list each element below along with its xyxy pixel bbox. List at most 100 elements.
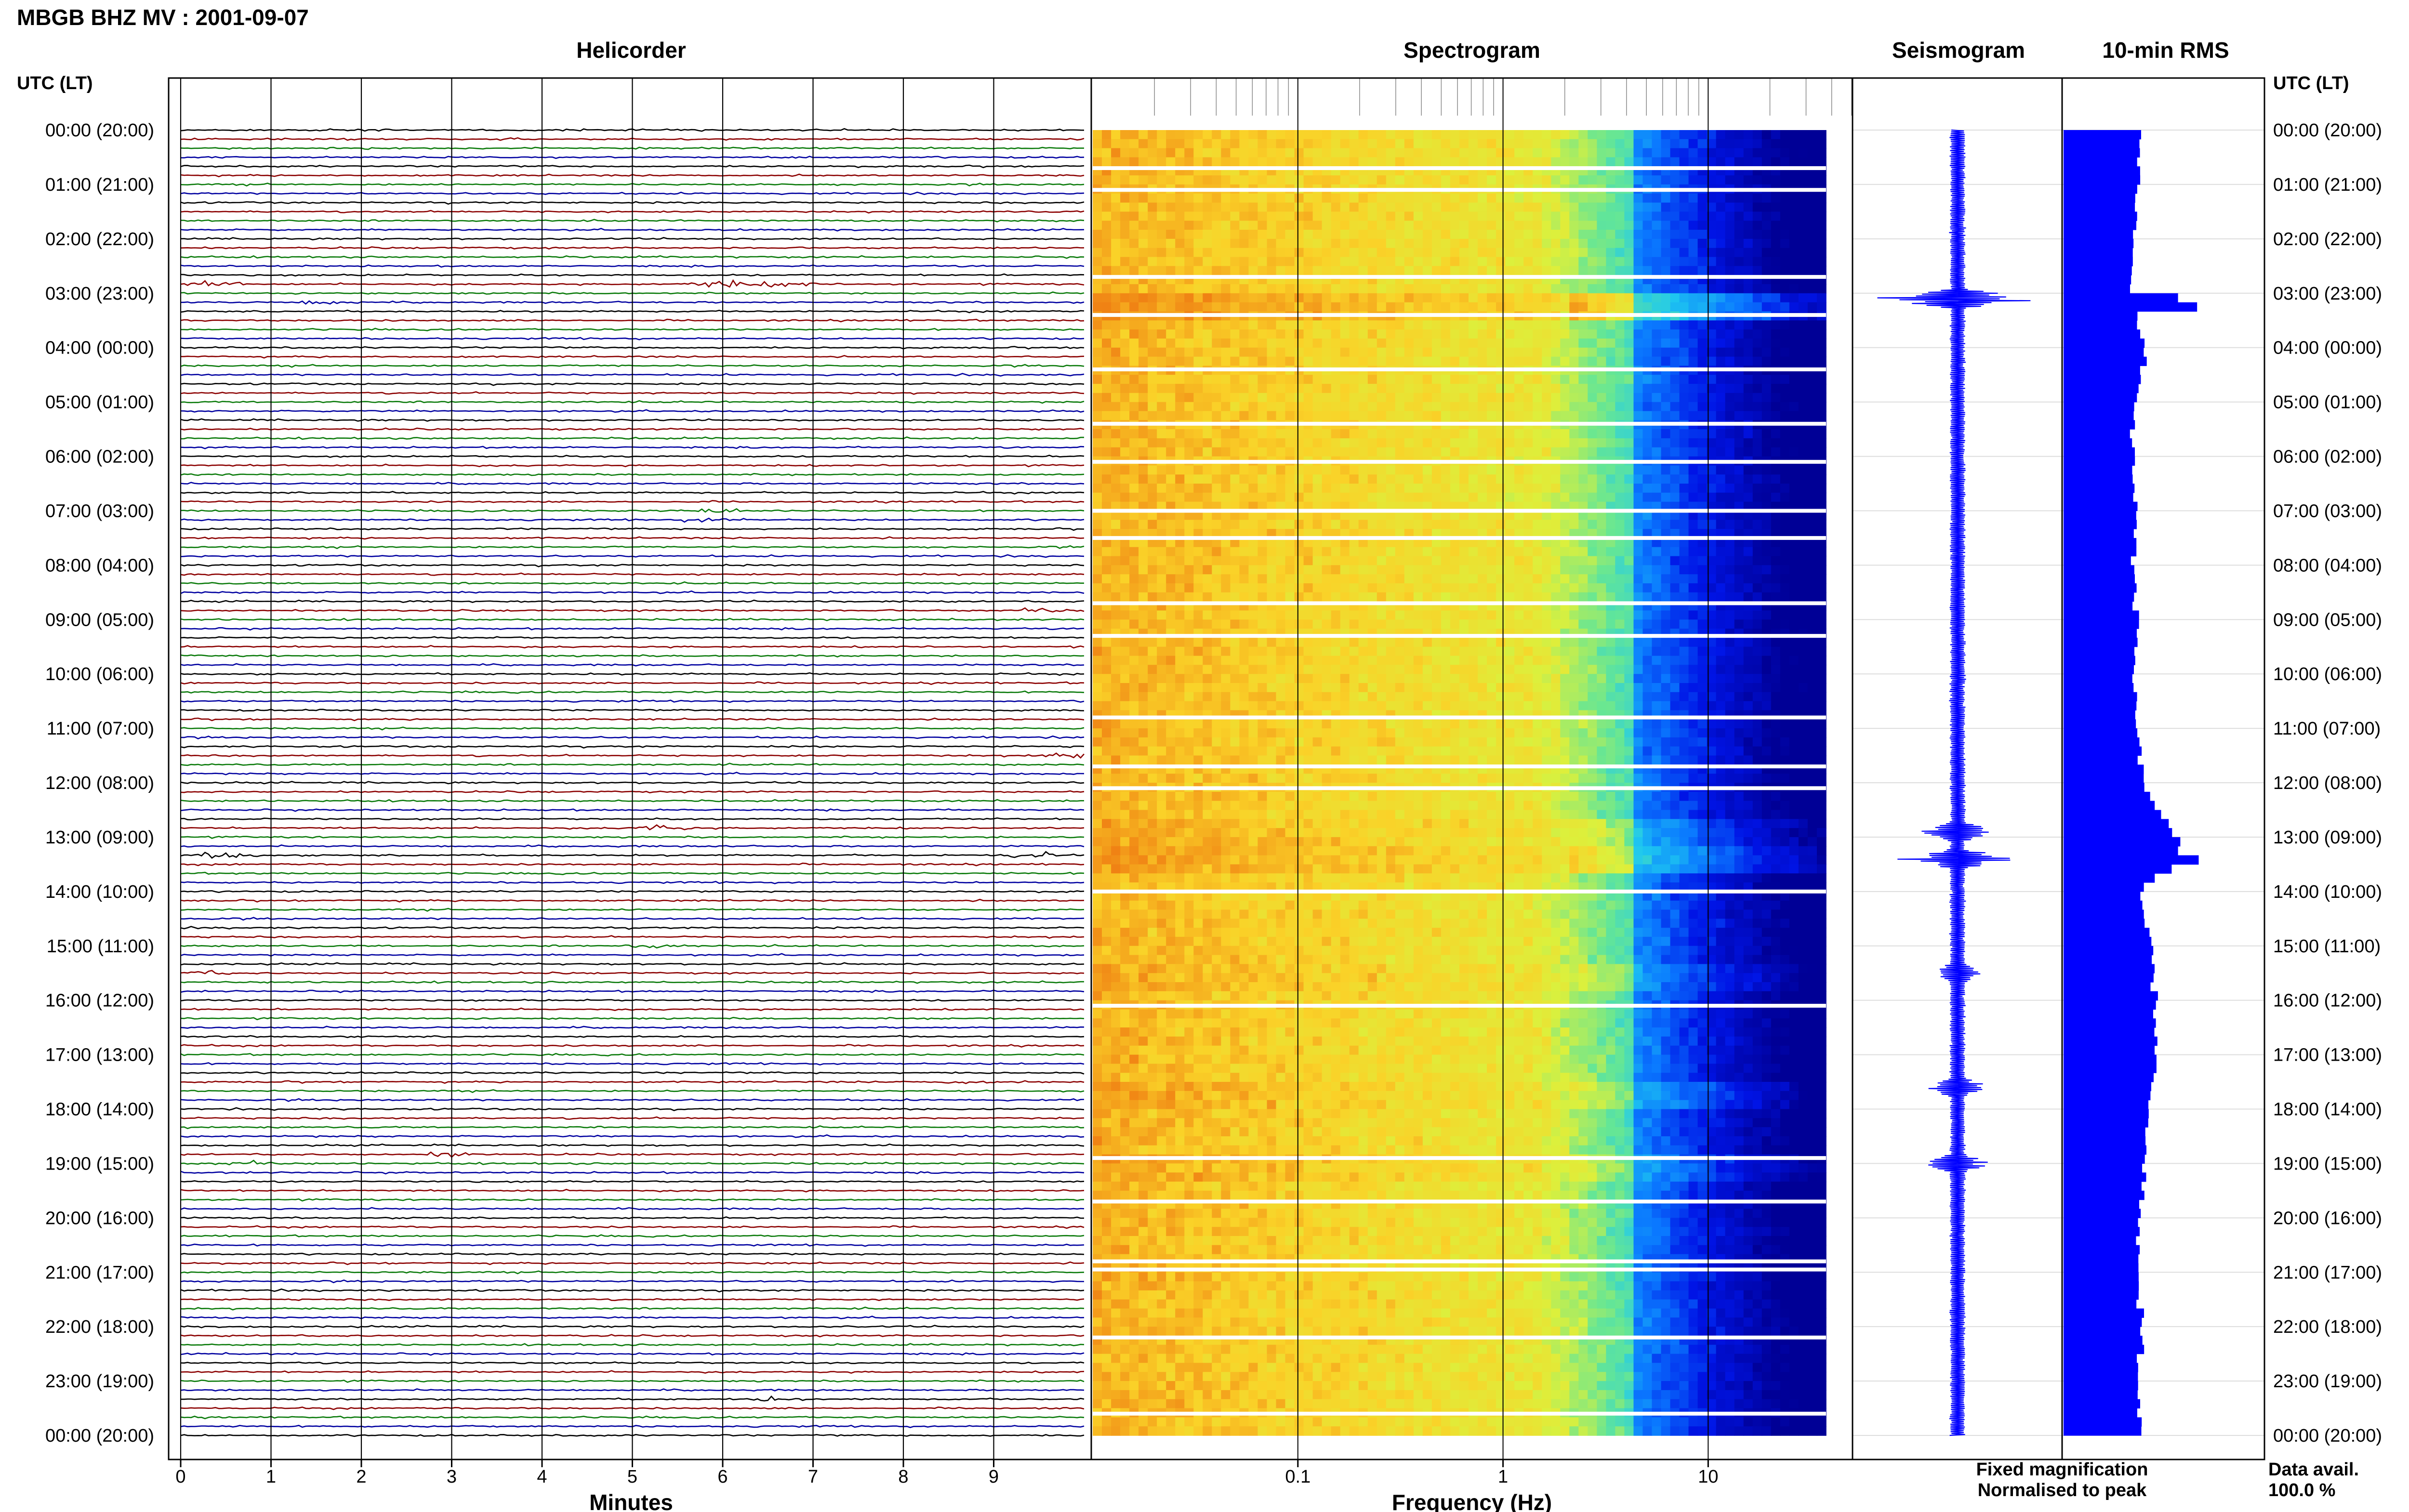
spectrogram-cell [1771,257,1781,267]
spectrogram-cell [1221,538,1231,548]
spectrogram-cell [1478,520,1487,529]
spectrogram-cell [1496,637,1506,647]
spectrogram-cell [1533,347,1542,357]
spectrogram-cell [1331,438,1341,448]
spectrogram-cell [1129,284,1139,294]
spectrogram-cell [1496,492,1506,502]
spectrogram-cell [1285,356,1295,367]
spectrogram-cell [1789,574,1799,584]
spectrogram-cell [1303,238,1313,249]
spectrogram-cell [1166,356,1176,367]
spectrogram-cell [1267,302,1277,312]
spectrogram-cell [1358,665,1368,674]
spectrogram-cell [1358,619,1368,629]
spectrogram-cell [1276,484,1286,493]
spectrogram-cell [1459,284,1469,294]
spectrogram-cell [1322,529,1332,539]
spectrogram-cell [1505,347,1515,357]
spectrogram-cell [1533,492,1542,502]
spectrogram-cell [1780,565,1790,575]
spectrogram-cell [1761,175,1772,185]
spectrogram-cell [1276,565,1286,575]
spectrogram-cell [1633,393,1643,403]
spectrogram-cell [1184,193,1194,203]
spectrogram-cell [1413,529,1423,539]
spectrogram-cell [1294,356,1304,367]
spectrogram-cell [1422,230,1432,239]
spectrogram-cell [1798,393,1808,403]
spectrogram-cell [1725,130,1735,140]
spectrogram-cell [1707,511,1717,520]
spectrogram-cell [1294,175,1304,185]
spectrogram-cell [1239,284,1249,294]
spectrogram-cell [1459,465,1469,475]
spectrogram-cell [1780,211,1790,221]
spectrogram-cell [1386,438,1396,448]
spectrogram-cell [1807,302,1817,312]
spectrogram-cell [1340,474,1350,484]
spectrogram-cell [1670,610,1680,620]
spectrogram-cell [1102,230,1112,239]
spectrogram-cell [1578,474,1588,484]
spectrogram-cell [1478,656,1487,666]
spectrogram-cell [1771,484,1781,493]
spectrogram-cell [1312,484,1323,493]
spectrogram-cell [1542,520,1551,529]
spectrogram-cell [1441,338,1451,348]
spectrogram-cell [1817,230,1827,239]
spectrogram-cell [1798,157,1808,167]
spectrogram-cell [1276,665,1286,674]
spectrogram-cell [1285,383,1295,394]
spectrogram-cell [1395,356,1405,367]
spectrogram-cell [1817,402,1827,412]
spectrogram-cell [1431,293,1442,303]
spectrogram-cell [1505,238,1515,249]
spectrogram-cell [1285,565,1295,575]
spectrogram-cell [1716,266,1726,276]
spectrogram-cell [1093,520,1102,529]
spectrogram-cell [1367,501,1377,512]
spectrogram-cell [1615,221,1625,230]
spectrogram-cell [1514,193,1524,203]
spectrogram-cell [1688,556,1698,566]
spectrogram-cell [1303,520,1313,529]
spectrogram-cell [1431,665,1442,674]
spectrogram-cell [1367,583,1377,593]
spectrogram-cell [1303,646,1313,657]
spectrogram-cell [1267,637,1277,647]
spectrogram-cell [1111,248,1121,258]
spectrogram-cell [1789,656,1799,666]
spectrogram-cell [1129,592,1139,602]
spectrogram-cell [1413,193,1423,203]
spectrogram-cell [1102,520,1112,529]
spectrogram-cell [1404,411,1414,421]
spectrogram-cell [1771,556,1781,566]
time-label-right: 20:00 (16:00) [2273,1208,2382,1228]
spectrogram-cell [1624,529,1634,539]
spectrogram-cell [1533,193,1542,203]
spectrogram-cell [1093,284,1102,294]
spectrogram-image [1093,130,1827,1436]
spectrogram-cell [1569,257,1579,267]
spectrogram-cell [1431,175,1442,185]
spectrogram-cell [1093,438,1102,448]
spectrogram-cell [1752,529,1762,539]
spectrogram-cell [1697,438,1707,448]
spectrogram-cell [1615,556,1625,566]
spectrogram-cell [1257,492,1268,502]
spectrogram-cell [1212,383,1222,394]
spectrogram-cell [1093,393,1102,403]
spectrogram-cell [1102,538,1112,548]
spectrogram-cell [1807,238,1817,249]
spectrogram-cell [1789,411,1799,421]
spectrogram-cell [1789,221,1799,230]
spectrogram-cell [1276,520,1286,529]
spectrogram-cell [1166,592,1176,602]
spectrogram-cell [1505,393,1515,403]
spectrogram-cell [1752,375,1762,384]
spectrogram-cell [1340,465,1350,475]
spectrogram-cell [1578,646,1588,657]
spectrogram-cell [1102,148,1112,158]
spectrogram-cell [1193,429,1204,439]
spectrogram-cell [1422,438,1432,448]
